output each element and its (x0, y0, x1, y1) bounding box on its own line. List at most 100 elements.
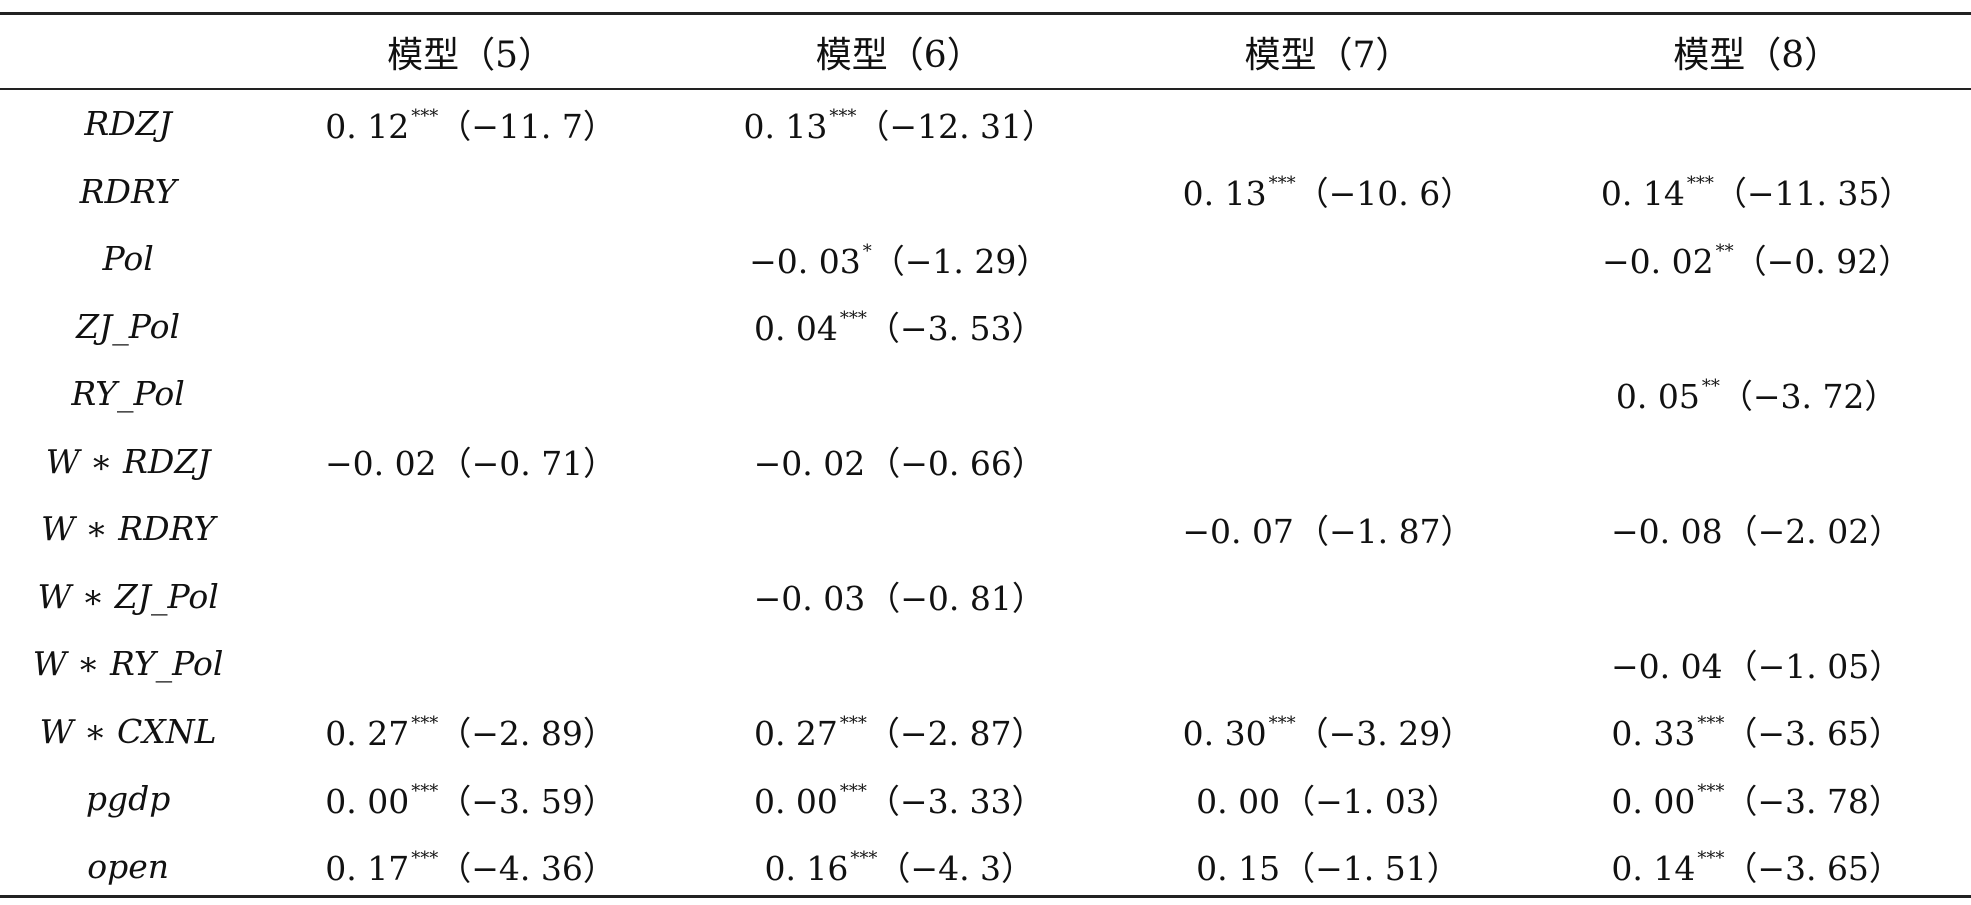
variable-name: Pol (102, 239, 154, 279)
regression-table-container: 模型（5） 模型（6） 模型（7） 模型（8） RDZJ 0. 12 ***（−11… (0, 12, 1971, 898)
model-8-cell (1542, 293, 1971, 361)
model-7-cell (1114, 360, 1543, 428)
model-7-cell: 0. 13 ***（−10. 6） (1114, 158, 1543, 226)
estimate: −0. 03 *（−1. 29） (749, 235, 1049, 283)
t-statistic: （−3. 65） (1724, 849, 1902, 889)
header-model-5: 模型（5） (256, 15, 685, 90)
model-5-cell: 0. 12 ***（−11. 7） (256, 89, 685, 158)
model-5-cell (256, 495, 685, 563)
model-8-cell: 0. 05 **（−3. 72） (1542, 360, 1971, 428)
t-statistic: （−3. 65） (1724, 714, 1902, 754)
estimate (1756, 576, 1758, 616)
model-6-cell (685, 158, 1114, 226)
significance-stars: *** (850, 848, 878, 870)
t-statistic: （−11. 35） (1713, 174, 1913, 214)
model-7-cell: 0. 30 ***（−3. 29） (1114, 698, 1543, 766)
model-5-cell: 0. 27 ***（−2. 89） (256, 698, 685, 766)
estimate (1327, 306, 1329, 346)
variable-name: RDZJ (84, 104, 172, 144)
table-row: ZJ_Pol 0. 04 ***（−3. 53） (0, 293, 1971, 361)
regression-table: 模型（5） 模型（6） 模型（7） 模型（8） RDZJ 0. 12 ***（−11… (0, 15, 1971, 900)
model-8-cell: 0. 00 ***（−3. 78） (1542, 765, 1971, 833)
significance-stars: *** (839, 308, 867, 330)
model-6-cell: −0. 03 *（−1. 29） (685, 225, 1114, 293)
estimate: −0. 02（−0. 66） (754, 437, 1045, 485)
model-6-cell (685, 495, 1114, 563)
variable-name: open (87, 846, 169, 886)
t-statistic: （−0. 81） (867, 579, 1045, 619)
coefficient: −0. 02 (324, 444, 437, 484)
estimate: 0. 17 ***（−4. 36） (325, 842, 616, 890)
model-6-cell: 0. 04 ***（−3. 53） (685, 293, 1114, 361)
estimate: 0. 30 ***（−3. 29） (1183, 707, 1474, 755)
t-statistic: （−3. 53） (866, 309, 1045, 349)
t-statistic: （−1. 29） (871, 241, 1050, 281)
coefficient: 0. 13 (1182, 174, 1267, 214)
significance-stars: *** (411, 713, 439, 735)
significance-stars: *** (1268, 173, 1296, 195)
estimate (1756, 441, 1758, 481)
estimate (470, 374, 472, 414)
significance-stars: ** (1701, 375, 1720, 397)
estimate: 0. 27 ***（−2. 89） (325, 707, 616, 755)
header-blank (0, 15, 257, 90)
header-model-7: 模型（7） (1113, 15, 1543, 90)
model-7-cell (1114, 428, 1543, 496)
coefficient: 0. 15 (1196, 849, 1281, 889)
t-statistic: （−0. 71） (438, 444, 617, 484)
model-5-cell (256, 563, 685, 631)
coefficient: 0. 00 (1196, 781, 1281, 821)
model-7-cell: −0. 07（−1. 87） (1114, 495, 1543, 563)
estimate: 0. 14 ***（−3. 65） (1611, 842, 1902, 890)
header-model-8: 模型（8） (1542, 15, 1971, 90)
model-6-cell (685, 630, 1114, 698)
table-row: W ∗ RDRY −0. 07（−1. 87） −0. 08（−2. 02） (0, 495, 1971, 563)
t-statistic: （−11. 7） (438, 106, 616, 146)
estimate: −0. 07（−1. 87） (1182, 505, 1473, 553)
coefficient: 0. 00 (325, 781, 410, 821)
estimate (898, 374, 900, 414)
model-6-cell: 0. 16 ***（−4. 3） (685, 833, 1114, 901)
t-statistic: （−3. 59） (438, 781, 616, 821)
coefficient: 0. 27 (753, 714, 838, 754)
t-statistic: （−2. 02） (1724, 511, 1903, 551)
table-row: RDRY 0. 13 ***（−10. 6） 0. 14 ***（−11. 35） (0, 158, 1971, 226)
model-7-cell (1114, 563, 1543, 631)
estimate (470, 239, 472, 279)
estimate: −0. 02（−0. 71） (325, 437, 616, 485)
coefficient: −0. 03 (753, 579, 866, 619)
coefficient: 0. 00 (1611, 781, 1696, 821)
coefficient: 0. 33 (1611, 714, 1696, 754)
variable-name: W ∗ CXNL (39, 711, 217, 751)
coefficient: 0. 04 (753, 309, 838, 349)
estimate: 0. 16 ***（−4. 3） (764, 842, 1034, 890)
model-8-cell: 0. 14 ***（−11. 35） (1542, 158, 1971, 226)
estimate: 0. 13 ***（−10. 6） (1183, 167, 1474, 215)
model-6-cell (685, 360, 1114, 428)
estimate (1327, 239, 1329, 279)
estimate: −0. 04（−1. 05） (1611, 640, 1902, 688)
table-body: RDZJ 0. 12 ***（−11. 7） 0. 13 ***（−12. 31） RDR… (0, 89, 1971, 900)
table-row: RDZJ 0. 12 ***（−11. 7） 0. 13 ***（−12. 31） (0, 89, 1971, 158)
model-8-cell: −0. 08（−2. 02） (1542, 495, 1971, 563)
t-statistic: （−10. 6） (1295, 174, 1474, 214)
t-statistic: （−1. 03） (1282, 781, 1460, 821)
table-row: Pol −0. 03 *（−1. 29） −0. 02 **（−0. 92） (0, 225, 1971, 293)
model-8-cell: 0. 14 ***（−3. 65） (1542, 833, 1971, 901)
header-model-6: 模型（6） (684, 15, 1114, 90)
table-row: pgdp 0. 00 ***（−3. 59） 0. 00 ***（−3. 33） 0. 0… (0, 765, 1971, 833)
estimate (1327, 374, 1329, 414)
model-5-cell (256, 158, 685, 226)
t-statistic: （−12. 31） (856, 106, 1056, 146)
estimate (898, 509, 900, 549)
significance-stars: *** (411, 848, 439, 870)
estimate: 0. 00 ***（−3. 78） (1611, 775, 1902, 823)
significance-stars: *** (829, 105, 857, 127)
significance-stars: * (862, 240, 872, 262)
header-row: 模型（5） 模型（6） 模型（7） 模型（8） (0, 15, 1971, 90)
model-8-cell: −0. 02 **（−0. 92） (1542, 225, 1971, 293)
significance-stars: *** (839, 713, 867, 735)
significance-stars: *** (1268, 713, 1296, 735)
estimate (1327, 441, 1329, 481)
coefficient: −0. 03 (749, 241, 861, 281)
